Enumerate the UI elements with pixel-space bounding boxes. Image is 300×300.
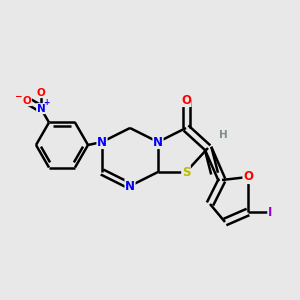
Text: N: N <box>37 103 45 114</box>
Text: N: N <box>125 179 135 193</box>
Text: N: N <box>153 136 163 148</box>
Text: +: + <box>43 98 49 107</box>
Text: O: O <box>181 94 191 106</box>
Text: S: S <box>182 166 190 178</box>
Text: O: O <box>37 88 45 98</box>
Text: N: N <box>97 136 107 148</box>
Text: H: H <box>219 130 227 140</box>
Text: O: O <box>243 170 253 184</box>
Text: I: I <box>268 206 272 218</box>
Text: −: − <box>14 92 22 101</box>
Text: O: O <box>22 96 32 106</box>
